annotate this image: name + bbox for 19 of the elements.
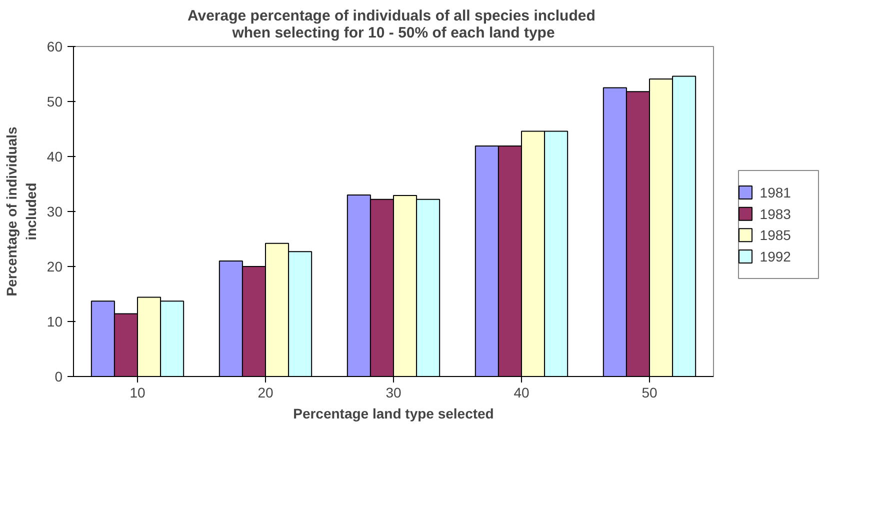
legend-label: 1983: [760, 206, 792, 222]
y-axis-title: Percentage of individuals included: [4, 126, 39, 296]
y-tick-label: 50: [46, 94, 63, 110]
y-tick-label: 10: [46, 314, 63, 330]
x-tick-label: 40: [514, 384, 530, 400]
legend-label: 1985: [760, 227, 792, 244]
x-axis-title: Percentage land type selected: [293, 406, 494, 422]
chart-title: Average percentage of individuals of all species included when selecting for 10 - 50% of each land type: [187, 8, 596, 42]
x-tick-label: 30: [386, 384, 402, 400]
y-tick-label: 40: [46, 148, 63, 164]
y-tick-label: 20: [46, 258, 63, 274]
y-tick-label: 60: [46, 38, 63, 54]
x-tick-label: 20: [258, 384, 274, 400]
y-tick-label: 0: [54, 368, 63, 384]
x-tick-label: 50: [642, 384, 658, 400]
x-tick-label: 10: [130, 384, 146, 400]
legend-label: 1992: [760, 248, 792, 265]
y-tick-label: 30: [46, 204, 63, 220]
legend-label: 1981: [760, 184, 792, 200]
